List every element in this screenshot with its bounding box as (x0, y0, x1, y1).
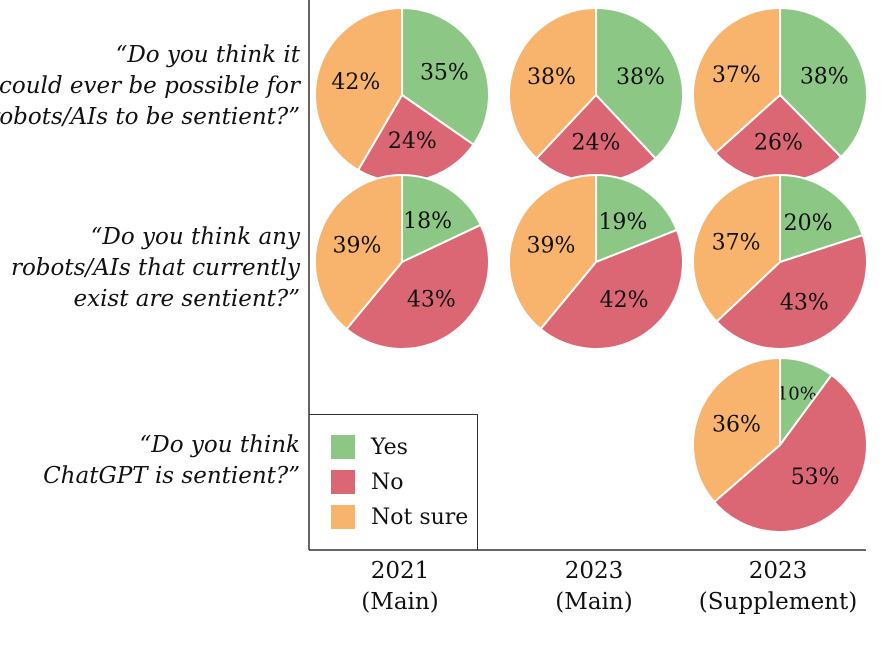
pie-slice-label-no: 42% (600, 288, 649, 313)
question-line: “Do you think (139, 432, 300, 458)
pie-slice-label-no: 24% (572, 130, 621, 155)
pie-slice-label-not-sure: 36% (712, 413, 761, 438)
legend-item-no: No (331, 468, 404, 496)
pie-slice-not-sure (692, 356, 781, 504)
pie-slice-label-no: 26% (754, 130, 803, 155)
column-label-1: 2021 (Main) (361, 556, 438, 618)
pie-slice-label-not-sure: 42% (331, 70, 380, 95)
pie-slice-label-no: 43% (780, 291, 829, 316)
question-line: “Do you think any (90, 224, 300, 250)
pie-slice-not-sure (314, 173, 403, 331)
column-label-year: 2023 (564, 558, 624, 584)
legend-item-yes: Yes (331, 433, 408, 461)
question-label-2: “Do you think any robots/AIs that current… (11, 222, 300, 315)
pie-slice-yes (595, 173, 679, 264)
pie-slice-label-not-sure: 37% (712, 230, 761, 255)
question-line: could ever be possible for (0, 73, 300, 99)
pie-slice-yes (401, 173, 483, 264)
pie-slice-not-sure (508, 6, 597, 160)
column-label-sub: (Main) (361, 589, 439, 615)
pie-3-3: 10% 53% 36% (692, 356, 868, 533)
pie-slice-no (715, 233, 868, 350)
pie-slice-label-yes: 38% (616, 65, 665, 90)
pie-slice-label-not-sure: 37% (712, 63, 761, 88)
pie-slice-not-sure (692, 173, 781, 323)
legend-label-no: No (371, 469, 404, 495)
question-line: robots/AIs that currently (10, 255, 300, 281)
pie-slice-label-yes: 35% (420, 60, 469, 85)
pie-slice-label-yes: 19% (598, 210, 647, 235)
pie-slice-no (345, 223, 490, 350)
legend-label-not-sure: Not sure (371, 504, 469, 530)
pie-slice-not-sure (508, 173, 597, 331)
pie-slice-yes (401, 6, 490, 146)
column-label-year: 2023 (748, 558, 808, 584)
pie-slice-label-yes: 18% (403, 209, 452, 234)
pie-slice-not-sure (692, 6, 781, 155)
question-line: exist are sentient?” (73, 286, 300, 312)
pie-slice-label-yes: 10% (777, 383, 817, 404)
pie-2-2: 19% 42% 39% (508, 173, 684, 350)
pie-slice-label-yes: 38% (800, 64, 849, 89)
pie-1-2: 38% 24% 38% (508, 6, 684, 183)
pie-1-1: 35% 24% 42% (314, 6, 490, 183)
column-label-sub: (Main) (555, 589, 633, 615)
pie-2-3: 20% 43% 37% (692, 173, 868, 350)
pie-slice-not-sure (314, 6, 403, 172)
pie-1-3: 38% 26% 37% (692, 6, 868, 183)
pie-slice-label-no: 43% (407, 287, 456, 312)
question-line: “Do you think it (115, 42, 300, 68)
column-label-sub: (Supplement) (698, 589, 858, 615)
pie-slice-label-not-sure: 39% (527, 233, 576, 258)
column-label-2: 2023 (Main) (555, 556, 632, 618)
legend-item-not-sure: Not sure (331, 503, 468, 531)
question-line: robots/AIs to be sentient?” (0, 104, 300, 130)
column-label-year: 2021 (370, 558, 430, 584)
pie-slice-yes (779, 6, 868, 159)
pie-slice-label-no: 24% (388, 129, 437, 154)
column-label-3: 2023 (Supplement) (699, 556, 857, 618)
pie-slice-yes (779, 173, 865, 264)
pie-slice-label-not-sure: 38% (527, 65, 576, 90)
legend-swatch-no (331, 470, 355, 494)
pie-slice-label-no: 53% (791, 465, 840, 490)
legend-label-yes: Yes (371, 434, 408, 460)
legend: Yes No Not sure (309, 414, 478, 550)
question-line: ChatGPT is sentient?” (43, 463, 300, 489)
legend-swatch-yes (331, 435, 355, 459)
question-label-3: “Do you think ChatGPT is sentient?” (43, 430, 300, 492)
question-label-1: “Do you think it could ever be possible f… (0, 40, 300, 133)
pie-slice-label-not-sure: 39% (333, 233, 382, 258)
pie-2-1: 18% 43% 39% (314, 173, 490, 350)
pie-slice-label-yes: 20% (784, 211, 833, 236)
legend-swatch-not-sure (331, 505, 355, 529)
pie-slice-no (539, 228, 684, 350)
pie-slice-yes (595, 6, 684, 160)
pie-slice-no (712, 373, 868, 533)
